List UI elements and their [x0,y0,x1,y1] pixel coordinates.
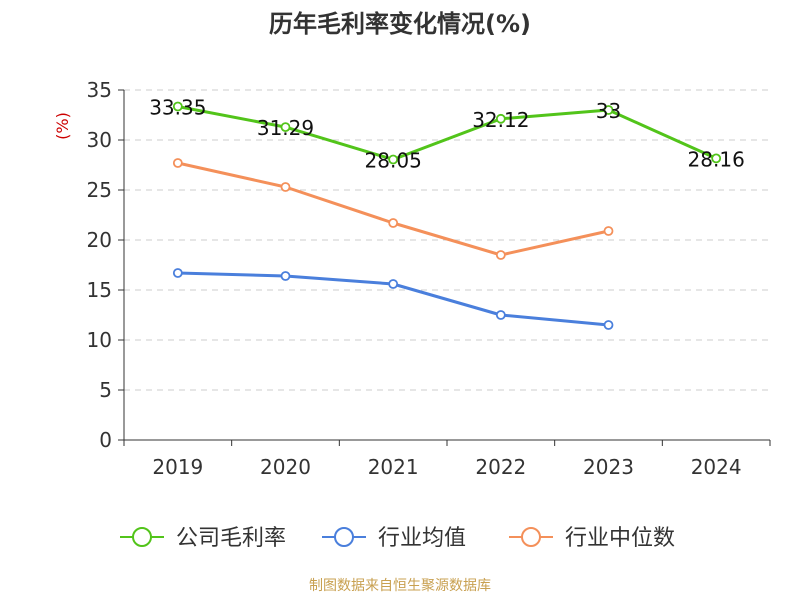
legend-label: 公司毛利率 [176,526,286,551]
x-tick-label: 2019 [152,455,203,479]
y-tick-label: 15 [87,278,112,302]
legend-item: 公司毛利率 [120,526,286,551]
y-tick-label: 30 [87,128,112,152]
x-tick-label: 2021 [368,455,419,479]
legend-marker [132,527,152,547]
data-label: 28.05 [365,149,422,173]
x-tick-label: 2023 [583,455,634,479]
legend-label: 行业中位数 [565,526,675,551]
data-label: 31.29 [257,116,314,140]
legend-label: 行业均值 [378,526,466,551]
legend-marker [334,527,354,547]
data-point [388,279,399,289]
data-point [172,101,183,112]
y-tick-label: 25 [87,178,112,202]
data-point [172,268,183,278]
data-point [280,271,291,281]
data-point [495,113,506,124]
axes: 0 5 10 15 20 25 30 35 2019 2020 2021 2022 2023 2024 [87,78,771,479]
data-point [603,320,614,330]
y-axis-label: (%) [53,112,72,140]
data-label: 32.12 [472,108,529,132]
y-tick-label: 5 [99,378,112,402]
data-point [603,226,614,236]
data-label: 33.35 [149,96,206,120]
legend-item: 行业均值 [322,526,466,551]
y-tick-label: 0 [99,428,112,452]
data-point [172,158,183,168]
data-point [388,154,399,165]
data-labels: 33.35 31.29 28.05 32.12 33 28.16 [149,96,745,173]
data-point [495,250,506,260]
legend-marker [521,527,541,547]
data-point [603,105,614,115]
y-tick-label: 10 [87,328,112,352]
series-line [177,161,609,257]
x-tick-label: 2020 [260,455,311,479]
data-point [280,182,291,192]
x-tick-label: 2022 [475,455,526,479]
series-lines [172,101,722,330]
legend: 公司毛利率 行业均值 行业中位数 [120,526,675,551]
data-label: 28.16 [688,147,745,171]
data-point [495,310,506,320]
data-point [711,153,722,164]
data-point [388,218,399,228]
data-point [280,122,291,132]
x-tick-label: 2024 [691,455,742,479]
source-note: 制图数据来自恒生聚源数据库 [309,578,491,594]
data-label: 33 [596,99,621,123]
y-tick-label: 35 [87,78,112,102]
series-line [177,105,717,161]
legend-item: 行业中位数 [509,526,675,551]
y-tick-label: 20 [87,228,112,252]
chart-title: 历年毛利率变化情况(%) [269,10,531,38]
